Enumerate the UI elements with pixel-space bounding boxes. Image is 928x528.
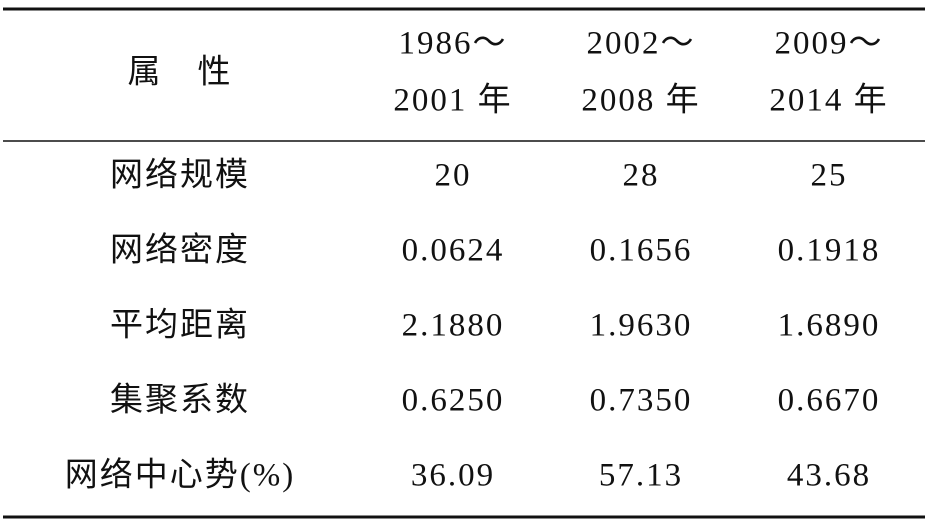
header-cell: 2009～ [775, 26, 884, 62]
cell: 0.6670 [778, 383, 881, 419]
cell: 0.6250 [402, 383, 505, 419]
header-cell: 2002～ [587, 26, 696, 62]
header-cell: 2014 年 [769, 82, 888, 119]
row-label: 网络规模 [110, 157, 250, 194]
cell: 36.09 [411, 458, 495, 494]
cell: 28 [623, 158, 660, 194]
cell: 20 [435, 158, 472, 194]
row-label: 集聚系数 [110, 382, 250, 419]
cell: 57.13 [599, 458, 683, 494]
cell: 0.1918 [778, 233, 881, 269]
cell: 0.7350 [590, 383, 693, 419]
row-label: 网络中心势(%) [65, 457, 295, 494]
cell: 0.0624 [402, 233, 505, 269]
row-label: 平均距离 [110, 307, 250, 344]
row-label: 网络密度 [110, 232, 250, 269]
cell: 43.68 [787, 458, 871, 494]
cell: 1.9630 [590, 308, 693, 344]
cell: 1.6890 [778, 308, 881, 344]
cell: 2.1880 [402, 308, 505, 344]
header-cell: 1986～ [399, 26, 508, 62]
header-cell: 2001 年 [393, 82, 512, 119]
header-cell: 属 性 [128, 54, 233, 91]
cell: 0.1656 [590, 233, 693, 269]
header-cell: 2008 年 [581, 82, 700, 119]
cell: 25 [811, 158, 848, 194]
